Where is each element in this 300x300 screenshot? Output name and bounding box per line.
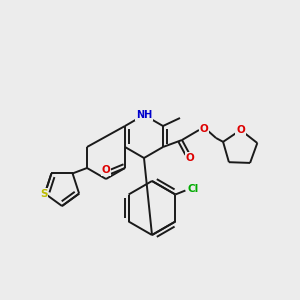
Text: Cl: Cl bbox=[188, 184, 199, 194]
Text: O: O bbox=[200, 124, 208, 134]
Text: O: O bbox=[236, 125, 245, 135]
Text: O: O bbox=[186, 153, 194, 163]
Text: S: S bbox=[40, 189, 48, 199]
Text: O: O bbox=[102, 165, 110, 175]
Text: NH: NH bbox=[136, 110, 152, 120]
